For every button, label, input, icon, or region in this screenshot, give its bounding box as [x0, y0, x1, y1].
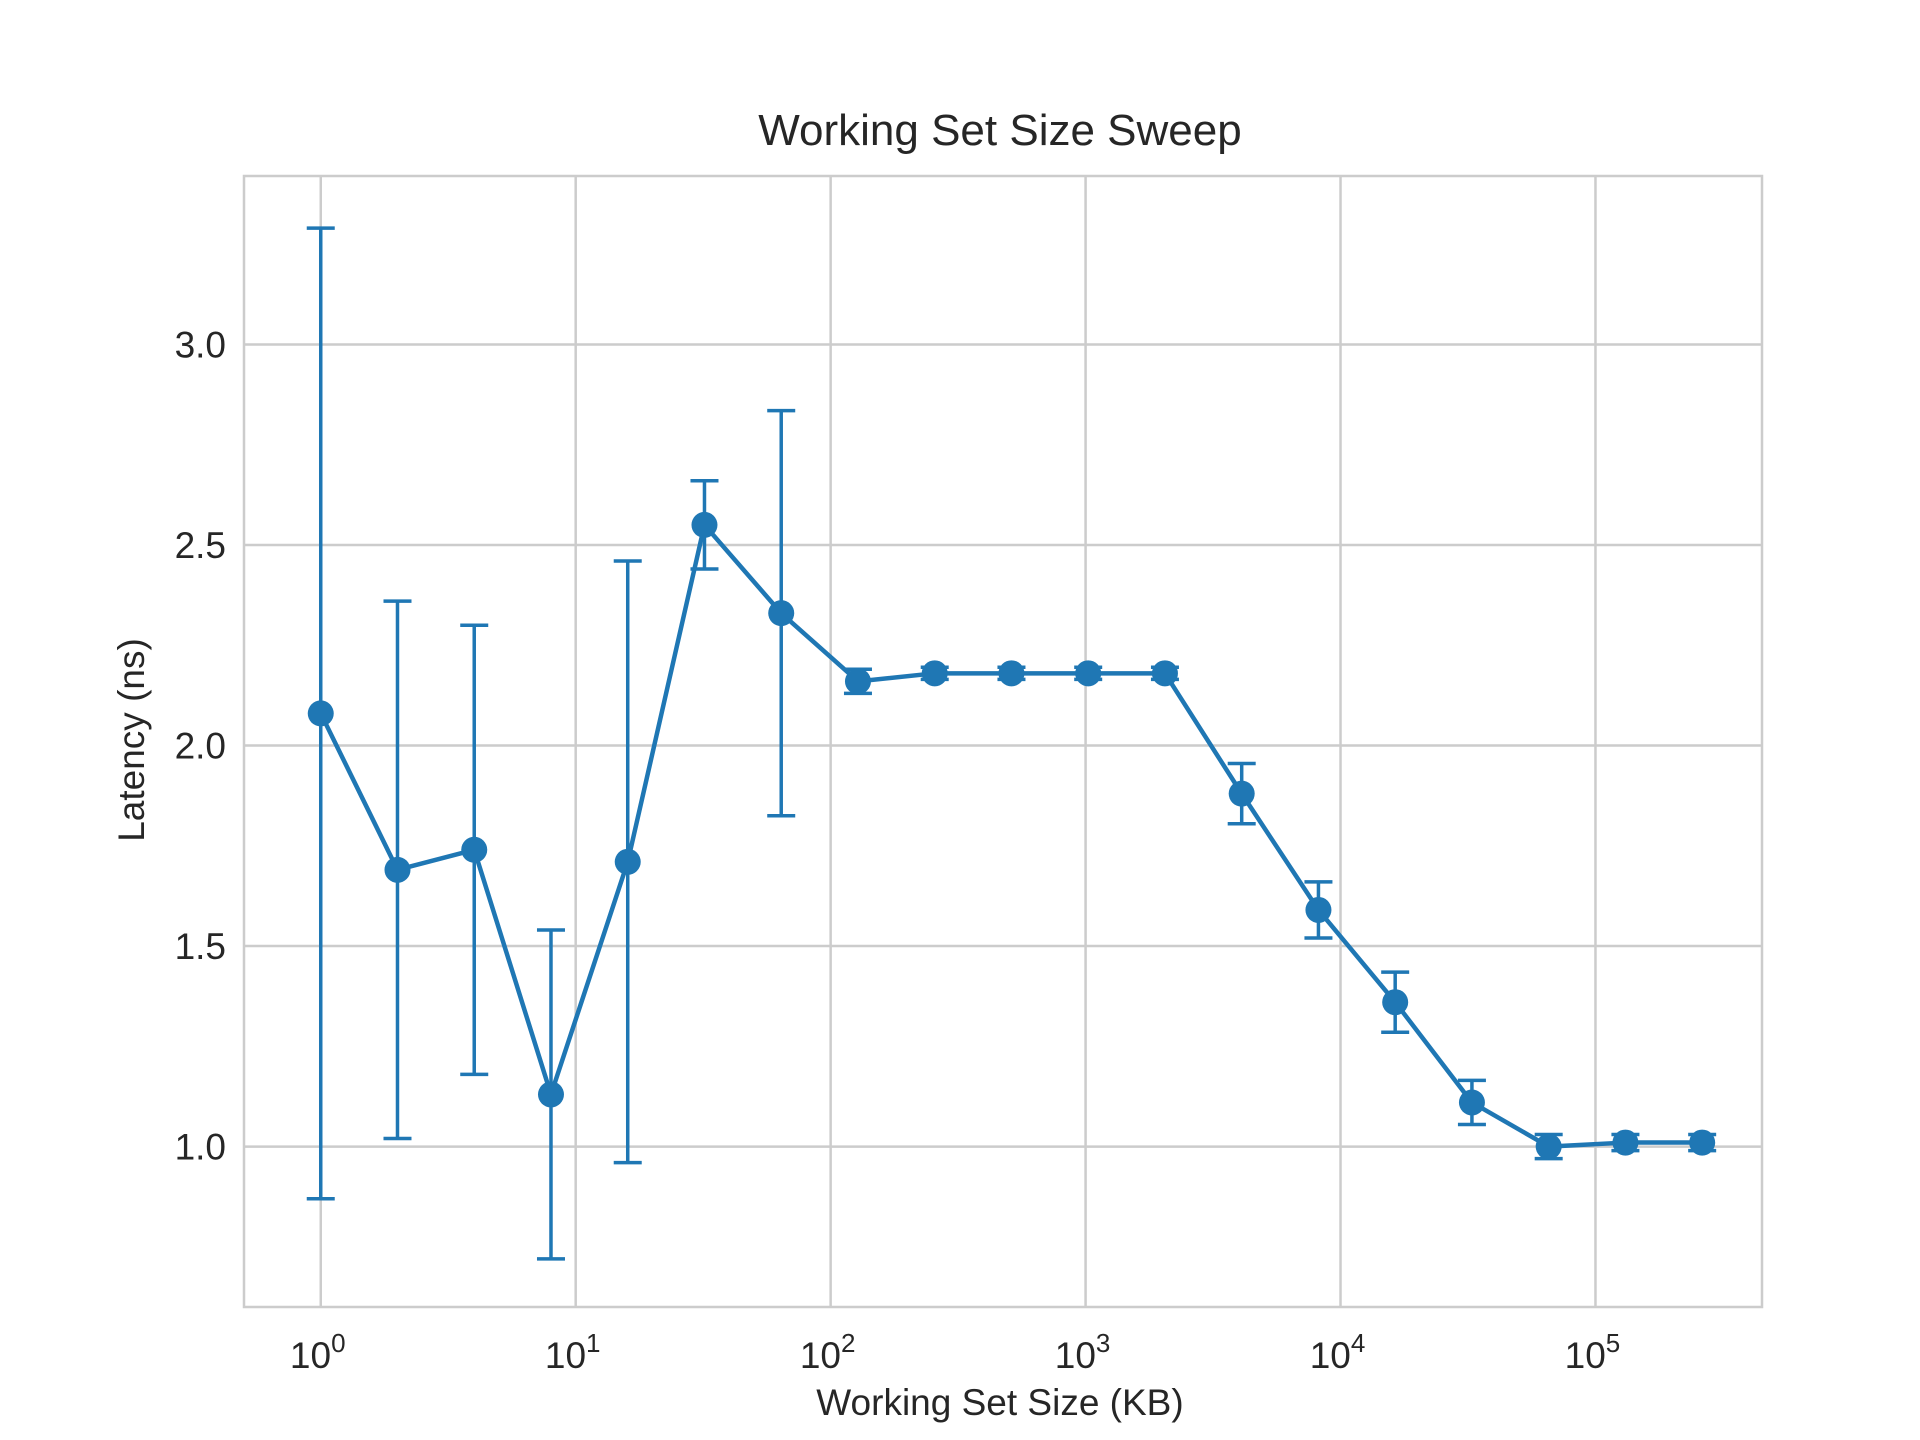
x-tick-label: 104 [1310, 1328, 1366, 1376]
x-tick-exponent: 2 [841, 1328, 855, 1358]
y-tick-label: 1.5 [175, 926, 226, 967]
grid [244, 176, 1762, 1307]
x-tick-label: 100 [290, 1328, 346, 1376]
data-point [921, 660, 948, 687]
data-point [1151, 660, 1178, 687]
data-point [1535, 1133, 1562, 1160]
y-axis-label: Latency (ns) [111, 638, 152, 842]
x-tick-base: 10 [1055, 1335, 1096, 1376]
data-point [1689, 1129, 1716, 1156]
data-point [998, 660, 1025, 687]
y-tick-labels: 1.0 1.5 2.0 2.5 3.0 [175, 324, 226, 1167]
y-tick-label: 2.0 [175, 726, 226, 767]
x-tick-exponent: 0 [331, 1328, 345, 1358]
y-tick-label: 2.5 [175, 525, 226, 566]
x-tick-exponent: 4 [1351, 1328, 1365, 1358]
x-tick-base: 10 [545, 1335, 586, 1376]
data-point [384, 856, 411, 883]
data-point [307, 700, 334, 727]
data-point [1612, 1129, 1639, 1156]
data-point [768, 600, 795, 627]
x-tick-base: 10 [290, 1335, 331, 1376]
y-tick-label: 3.0 [175, 324, 226, 365]
x-tick-base: 10 [800, 1335, 841, 1376]
x-tick-label: 102 [800, 1328, 856, 1376]
data-point [1305, 896, 1332, 923]
data-point [461, 836, 488, 863]
x-tick-base: 10 [1565, 1335, 1606, 1376]
chart-title: Working Set Size Sweep [758, 106, 1241, 155]
data-point [1075, 660, 1102, 687]
x-tick-exponent: 3 [1096, 1328, 1110, 1358]
x-tick-label: 103 [1055, 1328, 1111, 1376]
data-point [537, 1081, 564, 1108]
data-point [1228, 780, 1255, 807]
y-tick-label: 1.0 [175, 1127, 226, 1168]
data-point [844, 668, 871, 695]
x-tick-base: 10 [1310, 1335, 1351, 1376]
data-point [1382, 989, 1409, 1016]
x-tick-exponent: 5 [1606, 1328, 1620, 1358]
x-tick-exponent: 1 [586, 1328, 600, 1358]
x-tick-labels: 100 101 102 103 104 105 [290, 1328, 1620, 1376]
data-point [691, 511, 718, 538]
data-point [614, 848, 641, 875]
data-point [1458, 1089, 1485, 1116]
data-points [307, 511, 1716, 1160]
x-tick-label: 101 [545, 1328, 601, 1376]
x-tick-label: 105 [1565, 1328, 1621, 1376]
x-axis-label: Working Set Size (KB) [816, 1382, 1183, 1423]
plot-frame [242, 174, 1764, 1309]
